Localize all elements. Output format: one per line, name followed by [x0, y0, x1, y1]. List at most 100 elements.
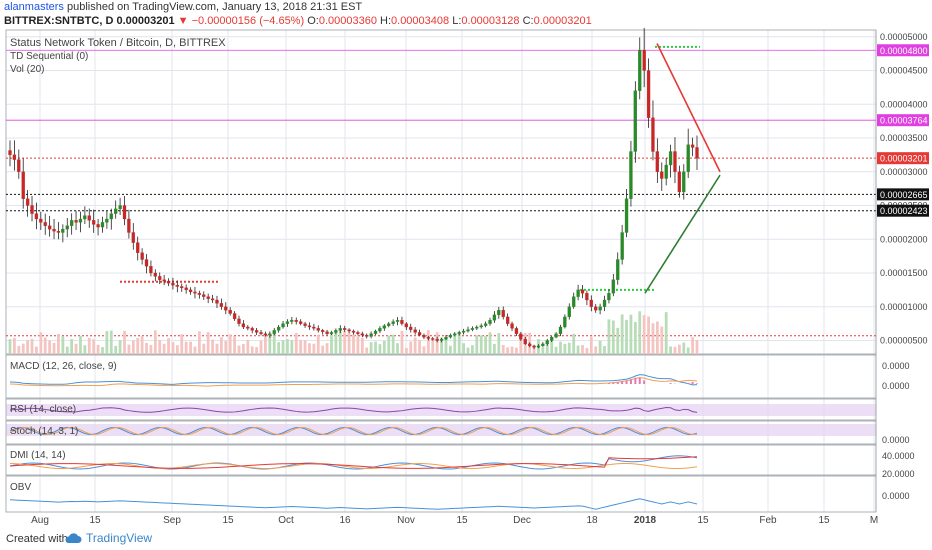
price-change: −0.00000156 (−4.65%): [191, 15, 305, 27]
volume-bar: [422, 346, 426, 354]
candle-body: [673, 151, 677, 172]
time-tick-label: 2018: [634, 515, 657, 526]
volume-bar: [356, 336, 360, 354]
macd-hist: [669, 383, 672, 384]
candle-body: [127, 218, 131, 233]
volume-bar: [109, 330, 113, 354]
candle-body: [360, 333, 364, 336]
volume-bar: [21, 343, 25, 354]
candle-body: [347, 329, 351, 332]
volume-bar: [669, 346, 672, 354]
candle-body: [638, 50, 642, 91]
cloud-logo-icon: [65, 533, 82, 543]
volume-bar: [444, 339, 448, 354]
volume-bar: [360, 338, 364, 354]
volume-bar: [61, 336, 65, 354]
volume-bar: [330, 334, 333, 354]
volume-bar: [197, 331, 201, 354]
volume-bar: [506, 347, 510, 354]
candle-body: [686, 144, 690, 172]
price-tick-label: 0.00004500: [880, 66, 928, 76]
volume-bar: [642, 315, 646, 354]
volume-bar: [26, 340, 30, 354]
volume-bar: [497, 333, 501, 354]
candle-body: [391, 321, 395, 324]
price-axis[interactable]: 0.00005000 0.00004500 0.00004000 0.00003500…: [875, 30, 929, 512]
macd-hist: [696, 383, 698, 384]
candle-body: [435, 338, 439, 341]
candle-body: [572, 296, 576, 307]
publisher-name[interactable]: alanmasters: [4, 1, 64, 13]
volume-bar: [162, 343, 166, 354]
candle-body: [664, 164, 668, 179]
candle-body: [461, 330, 466, 333]
volume-bar: [563, 343, 567, 354]
price-badge: [877, 188, 929, 201]
candle-body: [215, 299, 219, 304]
obv-label: OBV: [10, 482, 31, 493]
candle-body: [144, 259, 149, 267]
pane-1: [5, 354, 877, 399]
candle-body: [316, 328, 320, 331]
candle-body: [334, 330, 338, 333]
tradingview-brand[interactable]: TradingView: [64, 531, 152, 545]
macd-signal: [9, 377, 698, 387]
candle-body: [180, 286, 184, 289]
volume-bar: [145, 342, 148, 354]
candle-body: [479, 325, 483, 328]
volume-bar: [39, 332, 43, 354]
candle-body: [171, 282, 175, 286]
candle-body: [294, 320, 298, 322]
volume-bar: [153, 330, 157, 354]
volume-bar: [660, 326, 664, 354]
candle-body: [254, 330, 259, 333]
volume-bar: [184, 341, 188, 354]
time-tick-label: Aug: [31, 515, 49, 526]
volume-bar: [567, 342, 571, 354]
volume-bar: [202, 343, 206, 354]
dmi-label: DMI (14, 14): [10, 450, 66, 461]
candle-body: [158, 276, 162, 280]
volume-bar: [343, 331, 347, 354]
candle-body: [122, 205, 127, 220]
volume-bar: [224, 340, 228, 354]
volume-bar: [374, 341, 377, 354]
trendlines[interactable]: [644, 43, 721, 294]
dmi-plus: [9, 455, 698, 470]
candle-body: [197, 293, 202, 295]
volume-bar: [246, 339, 250, 354]
macd-hist: [612, 382, 615, 384]
price-badge-label: 0.00004800: [880, 46, 928, 56]
close-value: 0.00003201: [533, 15, 592, 27]
volume-bar: [484, 336, 488, 354]
candle-body: [523, 338, 527, 345]
candle-body: [74, 220, 78, 223]
candle-body: [655, 151, 660, 172]
volume-bar: [594, 346, 598, 354]
time-axis[interactable]: Aug 15 Sep 15 Oct 16 Nov 15 Dec 18 2018 15 Feb 15 M: [31, 515, 878, 526]
candle-body: [528, 343, 532, 347]
candle-body: [505, 316, 510, 324]
candle-body: [224, 306, 228, 311]
time-tick-label: 15: [456, 515, 468, 526]
volume-bar: [581, 345, 584, 354]
high-label: H:: [380, 15, 392, 27]
candle-body: [92, 220, 96, 225]
price-badge: [877, 152, 929, 165]
candle-body: [501, 309, 505, 318]
open-value: 0.00003360: [318, 15, 377, 27]
volume-bar: [493, 343, 496, 354]
volume-bar: [382, 340, 386, 354]
chart-canvas[interactable]: 0.00005000 0.00004500 0.00004000 0.00003500…: [0, 0, 932, 530]
candle-body: [483, 323, 488, 326]
volume-bar: [140, 335, 144, 354]
volume-bar: [237, 345, 241, 354]
volume-bar: [96, 344, 100, 354]
volume-bar: [171, 342, 175, 354]
candle-body: [448, 334, 453, 338]
volume-bar: [118, 340, 122, 354]
candle-body: [620, 232, 624, 260]
volume-bar: [378, 344, 382, 354]
candle-body: [34, 213, 39, 220]
macd-hist: [629, 379, 632, 384]
